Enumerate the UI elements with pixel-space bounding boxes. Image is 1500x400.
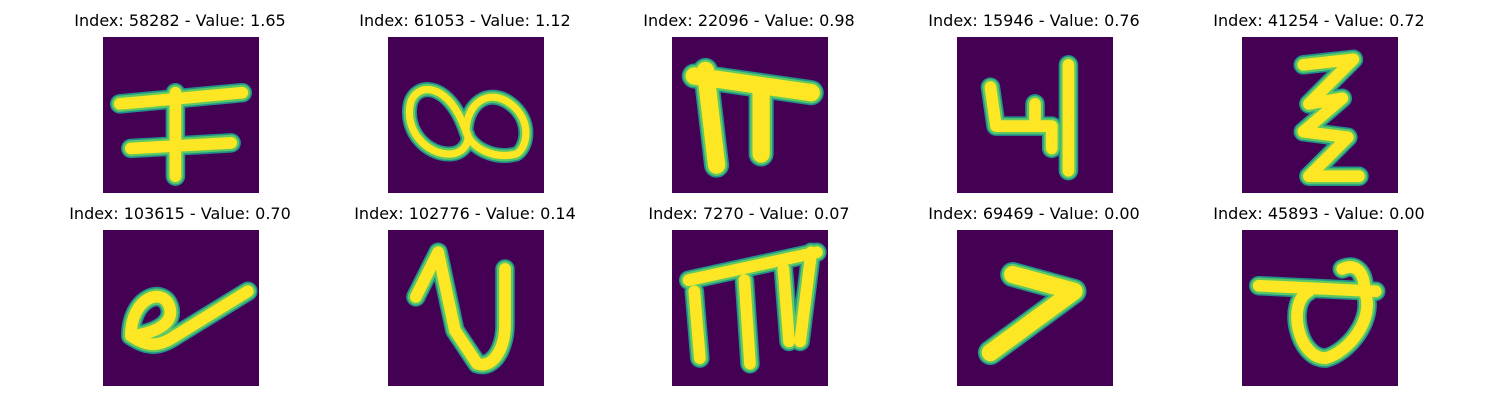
- panel-8: Index: 7270 - Value: 0.07: [599, 193, 899, 386]
- panel-5: Index: 41254 - Value: 0.72: [1169, 0, 1469, 193]
- panel-title: Index: 69469 - Value: 0.00: [928, 204, 1140, 223]
- glyph-image: [388, 230, 544, 386]
- panel-title: Index: 58282 - Value: 1.65: [74, 11, 286, 30]
- panel-2: Index: 61053 - Value: 1.12: [315, 0, 615, 193]
- glyph-image: [672, 37, 828, 193]
- panel-4: Index: 15946 - Value: 0.76: [884, 0, 1184, 193]
- glyph-stroke: [981, 265, 1083, 362]
- glyph-stroke: [1252, 261, 1382, 364]
- glyph-stroke: [125, 285, 254, 351]
- glyph-stroke: [113, 86, 249, 183]
- panel-9: Index: 69469 - Value: 0.00: [884, 193, 1184, 386]
- glyph-stroke: [682, 246, 823, 370]
- glyph-image: [957, 230, 1113, 386]
- glyph-stroke: [410, 246, 511, 371]
- panel-title: Index: 15946 - Value: 0.76: [928, 11, 1140, 30]
- panel-title: Index: 45893 - Value: 0.00: [1213, 204, 1425, 223]
- glyph-stroke: [1297, 53, 1365, 183]
- panel-6: Index: 103615 - Value: 0.70: [30, 193, 330, 386]
- panel-title: Index: 7270 - Value: 0.07: [648, 204, 850, 223]
- panel-7: Index: 102776 - Value: 0.14: [315, 193, 615, 386]
- glyph-image: [957, 37, 1113, 193]
- glyph-image: [103, 37, 259, 193]
- glyph-stroke: [685, 61, 820, 174]
- glyph-image: [1242, 230, 1398, 386]
- panel-title: Index: 102776 - Value: 0.14: [354, 204, 576, 223]
- panel-title: Index: 22096 - Value: 0.98: [643, 11, 855, 30]
- glyph-image: [1242, 37, 1398, 193]
- panel-1: Index: 58282 - Value: 1.65: [30, 0, 330, 193]
- panel-title: Index: 103615 - Value: 0.70: [69, 204, 291, 223]
- panel-title: Index: 41254 - Value: 0.72: [1213, 11, 1425, 30]
- panel-title: Index: 61053 - Value: 1.12: [359, 11, 571, 30]
- glyph-stroke: [405, 86, 530, 159]
- glyph-image: [103, 230, 259, 386]
- glyph-image: [388, 37, 544, 193]
- panel-10: Index: 45893 - Value: 0.00: [1169, 193, 1469, 386]
- panel-3: Index: 22096 - Value: 0.98: [599, 0, 899, 193]
- glyph-image: [672, 230, 828, 386]
- glyph-stroke: [984, 59, 1075, 177]
